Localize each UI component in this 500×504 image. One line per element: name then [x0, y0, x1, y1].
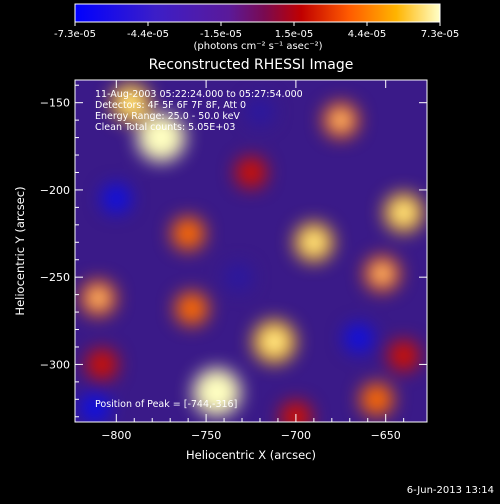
- plot-frame: [74, 79, 428, 423]
- y-tick-label: −300: [40, 358, 70, 371]
- y-tick-label: −250: [40, 271, 70, 284]
- annotation-detectors: Detectors: 4F 5F 6F 7F 8F, Att 0: [95, 100, 246, 111]
- colorbar-tick-label: 4.4e-05: [348, 29, 386, 40]
- heatmap-source-core: [394, 203, 413, 222]
- colorbar-tick-label: 7.3e-05: [421, 29, 459, 40]
- annotation-block: 11-Aug-2003 05:22:24.000 to 05:27:54.000…: [95, 89, 303, 133]
- heatmap-source: [360, 382, 394, 417]
- y-axis-label: Heliocentric Y (arcsec): [13, 186, 27, 315]
- heatmap-source: [79, 392, 111, 422]
- heatmap-source: [235, 156, 267, 189]
- heatmap-source-core: [264, 332, 285, 352]
- plot-background: [75, 80, 427, 422]
- axis-ticks: −800 −750 −700 −650 −150 −200 −250 −300: [40, 80, 427, 442]
- heatmap-source: [280, 401, 312, 422]
- heatmap-source: [224, 263, 253, 292]
- heatmap-source: [171, 216, 205, 251]
- heatmap-source: [175, 291, 209, 326]
- timestamp-footer: 6-Jun-2013 13:14: [406, 485, 494, 496]
- annotation-time: 11-Aug-2003 05:22:24.000 to 05:27:54.000: [95, 89, 303, 100]
- heatmap-source-core: [374, 265, 391, 282]
- x-tick-label: −650: [371, 429, 401, 442]
- colorbar-tick-label: -4.4e-05: [127, 29, 169, 40]
- heatmap-source: [246, 97, 274, 126]
- x-axis-label: Heliocentric X (arcsec): [186, 448, 316, 462]
- heatmap-image: [79, 83, 424, 422]
- heatmap-source-core: [121, 93, 140, 112]
- heatmap-source: [387, 339, 420, 372]
- y-tick-label: −150: [40, 97, 70, 110]
- heatmap-source-core: [206, 381, 228, 404]
- x-tick-label: −700: [281, 429, 311, 442]
- heatmap-source-core: [150, 126, 173, 149]
- colorbar-tick-label: -7.3e-05: [54, 29, 96, 40]
- heatmap-source-core: [90, 290, 107, 307]
- heatmap-source: [86, 348, 118, 381]
- x-tick-label: −750: [191, 429, 221, 442]
- chart-title: Reconstructed RHESSI Image: [149, 57, 354, 73]
- colorbar-ticks: -7.3e-05 -4.4e-05 -1.5e-05 1.5e-05 4.4e-05 7.…: [54, 22, 459, 40]
- colorbar-tick-label: -1.5e-05: [200, 29, 242, 40]
- x-tick-label: −800: [101, 429, 131, 442]
- annotation-energy: Energy Range: 25.0 - 50.0 keV: [95, 111, 240, 122]
- y-tick-label: −200: [40, 184, 70, 197]
- colorbar-tick-label: 1.5e-05: [275, 29, 313, 40]
- heatmap-source: [101, 183, 132, 214]
- heatmap-source: [343, 323, 374, 354]
- colorbar-units: (photons cm⁻² s⁻¹ asec⁻²): [193, 41, 322, 52]
- heatmap-source-core: [305, 233, 323, 252]
- annotation-counts: Clean Total counts: 5.05E+03: [95, 122, 235, 133]
- colorbar: [74, 3, 441, 23]
- peak-position-label: Position of Peak = [-744,-316]: [95, 399, 237, 410]
- heatmap-source-core: [332, 112, 349, 129]
